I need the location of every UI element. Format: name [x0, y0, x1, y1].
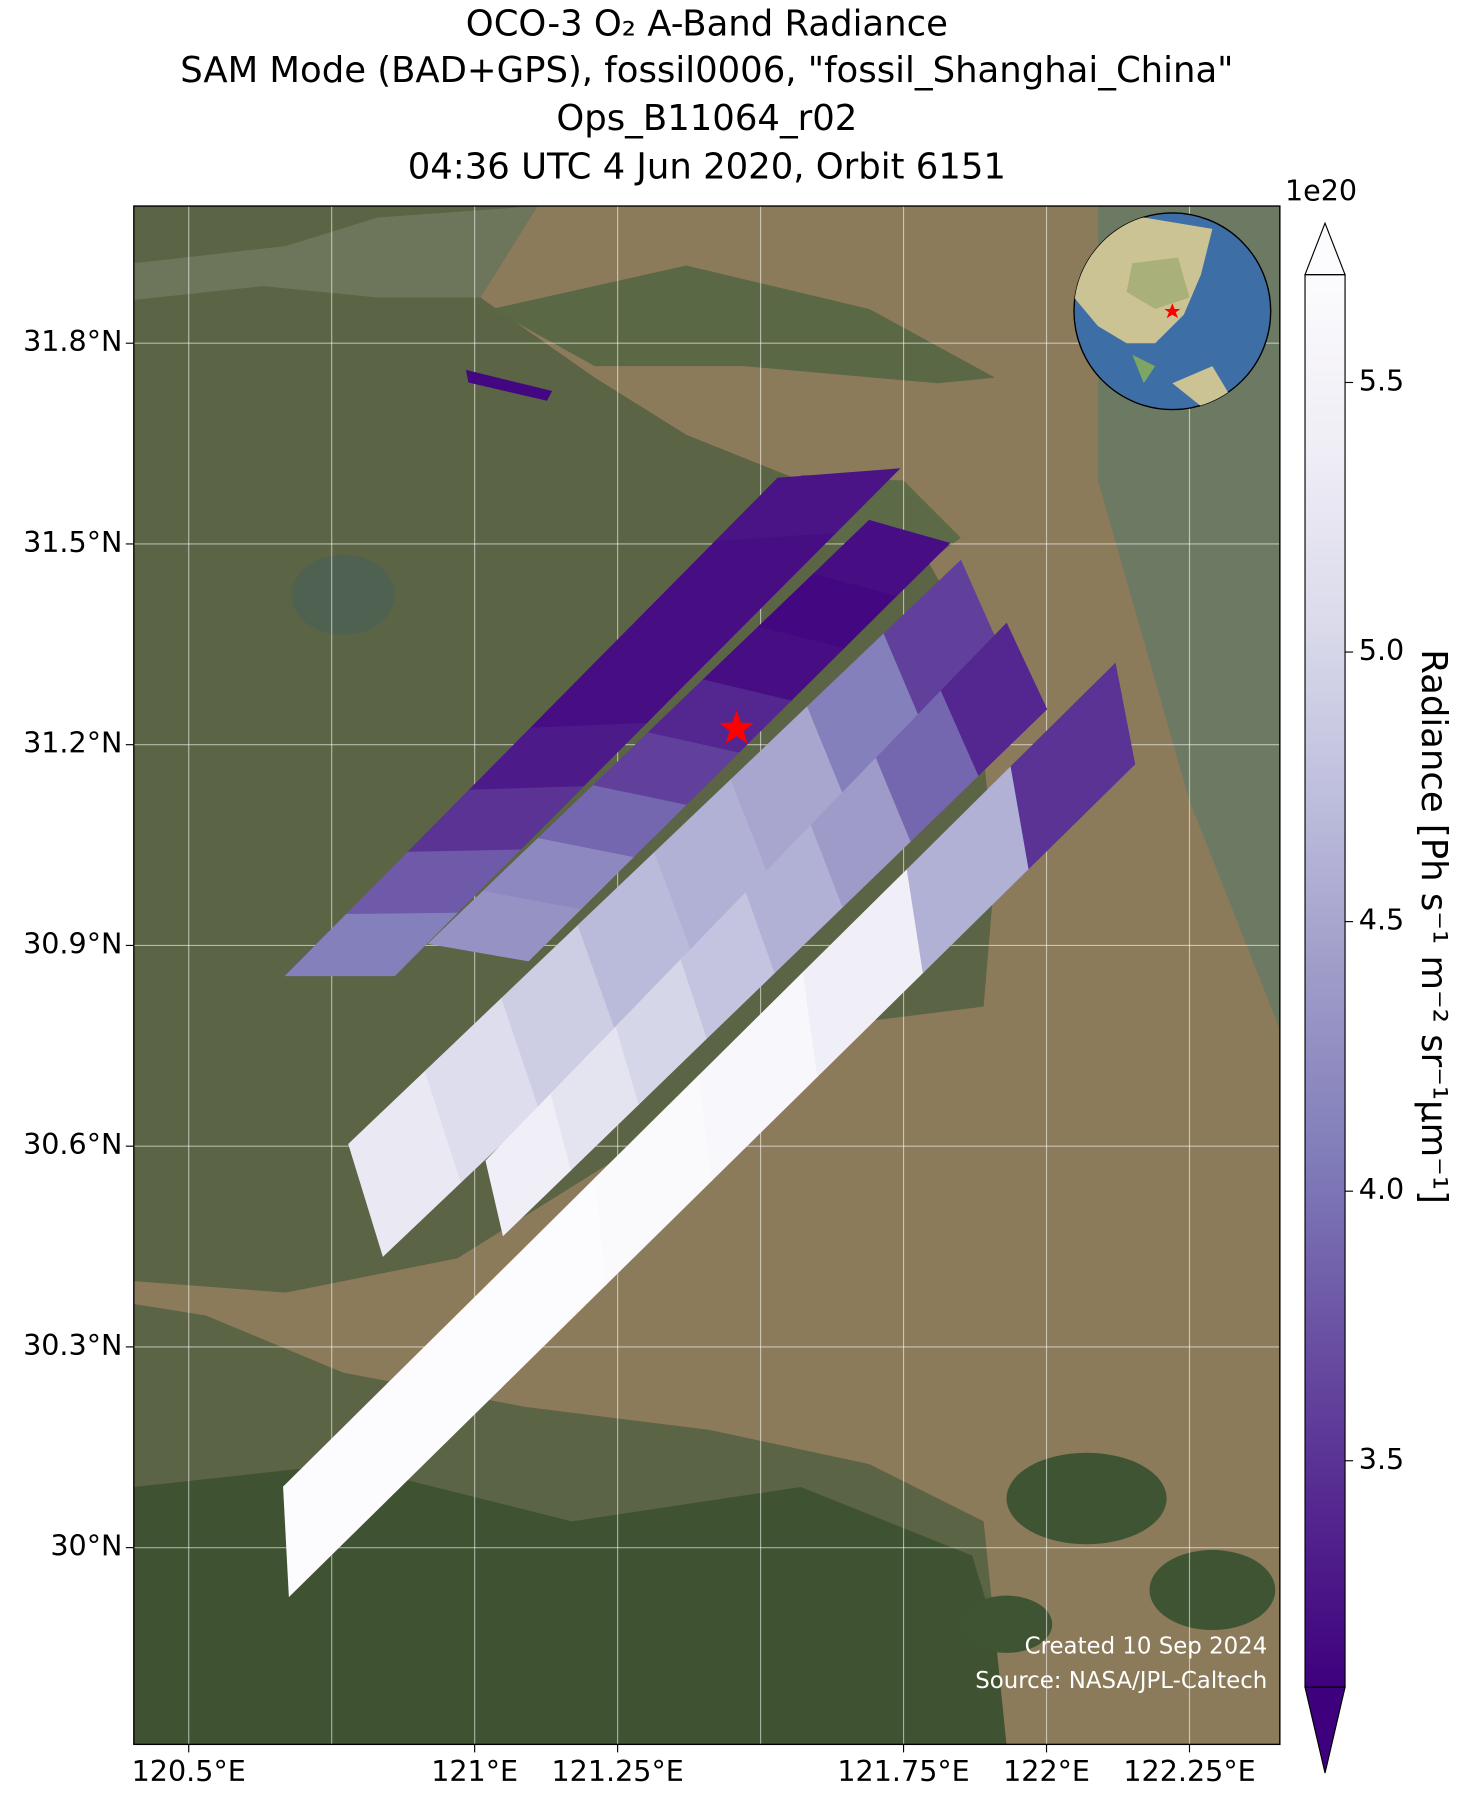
- globe-star: [1164, 303, 1181, 319]
- colorbar-tick-label: 4.5: [1359, 903, 1404, 937]
- colorbar-tick-label: 5.5: [1359, 363, 1404, 397]
- colorbar-body: [1305, 274, 1346, 1688]
- lake: [291, 554, 395, 635]
- colorbar-tick-label: 3.5: [1359, 1442, 1404, 1476]
- colorbar-frame: [1304, 274, 1346, 1688]
- x-tick-label: 121.25°E: [551, 1754, 683, 1788]
- river: [133, 206, 538, 300]
- site-marker: [719, 710, 754, 744]
- colorbar-offset: 1e20: [1285, 173, 1357, 207]
- y-tick-label: 31.2°N: [23, 726, 122, 760]
- colorbar-label: Radiance [Ph s⁻¹ m⁻² sr⁻¹μm⁻¹]: [1413, 649, 1454, 1204]
- x-tick-label: 121°E: [431, 1754, 518, 1788]
- x-tick-label: 120.5°E: [132, 1754, 246, 1788]
- y-tick-label: 31.8°N: [23, 324, 122, 358]
- colorbar: 3.5 4.0 4.5 5.0 5.5: [1304, 221, 1404, 1774]
- island: [1006, 1452, 1167, 1545]
- hills: [133, 1464, 1030, 1745]
- swath-segment: [1010, 662, 1136, 870]
- title-line: Ops_B11064_r02: [556, 98, 857, 139]
- colorbar-extend: [1304, 1686, 1346, 1774]
- colorbar-tick-label: 5.0: [1359, 633, 1404, 667]
- y-tick-label: 31.5°N: [23, 525, 122, 559]
- island: [1149, 1549, 1276, 1630]
- swath-segment: [714, 468, 901, 542]
- x-tick-label: 121.75°E: [837, 1754, 969, 1788]
- swath-segment: [813, 519, 951, 597]
- title-line: OCO-3 O₂ A-Band Radiance: [466, 3, 948, 44]
- globe-land: [1172, 366, 1230, 407]
- y-tick-label: 30°N: [50, 1529, 122, 1563]
- globe-inset: [1073, 212, 1272, 411]
- y-tick-label: 30.6°N: [23, 1127, 122, 1161]
- annotation: Source: NASA/JPL-Caltech: [975, 1668, 1267, 1694]
- annotation: Created 10 Sep 2024: [1025, 1634, 1268, 1660]
- map-frame: [133, 205, 1281, 1746]
- x-tick-label: 122°E: [1003, 1754, 1090, 1788]
- globe-land: [1132, 354, 1156, 384]
- swath-segment: [465, 369, 553, 401]
- y-tick-label: 30.3°N: [23, 1328, 122, 1362]
- colorbar-tick-label: 4.0: [1359, 1172, 1404, 1206]
- x-tick-label: 122.25°E: [1123, 1754, 1255, 1788]
- title-line: SAM Mode (BAD+GPS), fossil0006, "fossil_…: [180, 50, 1233, 91]
- globe-land: [1126, 257, 1190, 309]
- title-line: 04:36 UTC 4 Jun 2020, Orbit 6151: [408, 146, 1006, 187]
- island: [960, 1595, 1053, 1653]
- colorbar-extend: [1304, 221, 1346, 276]
- y-tick-label: 30.9°N: [23, 926, 122, 960]
- swath-segment: [940, 622, 1048, 776]
- basemap: Created 10 Sep 2024 Source: NASA/JPL-Cal…: [133, 206, 1280, 1745]
